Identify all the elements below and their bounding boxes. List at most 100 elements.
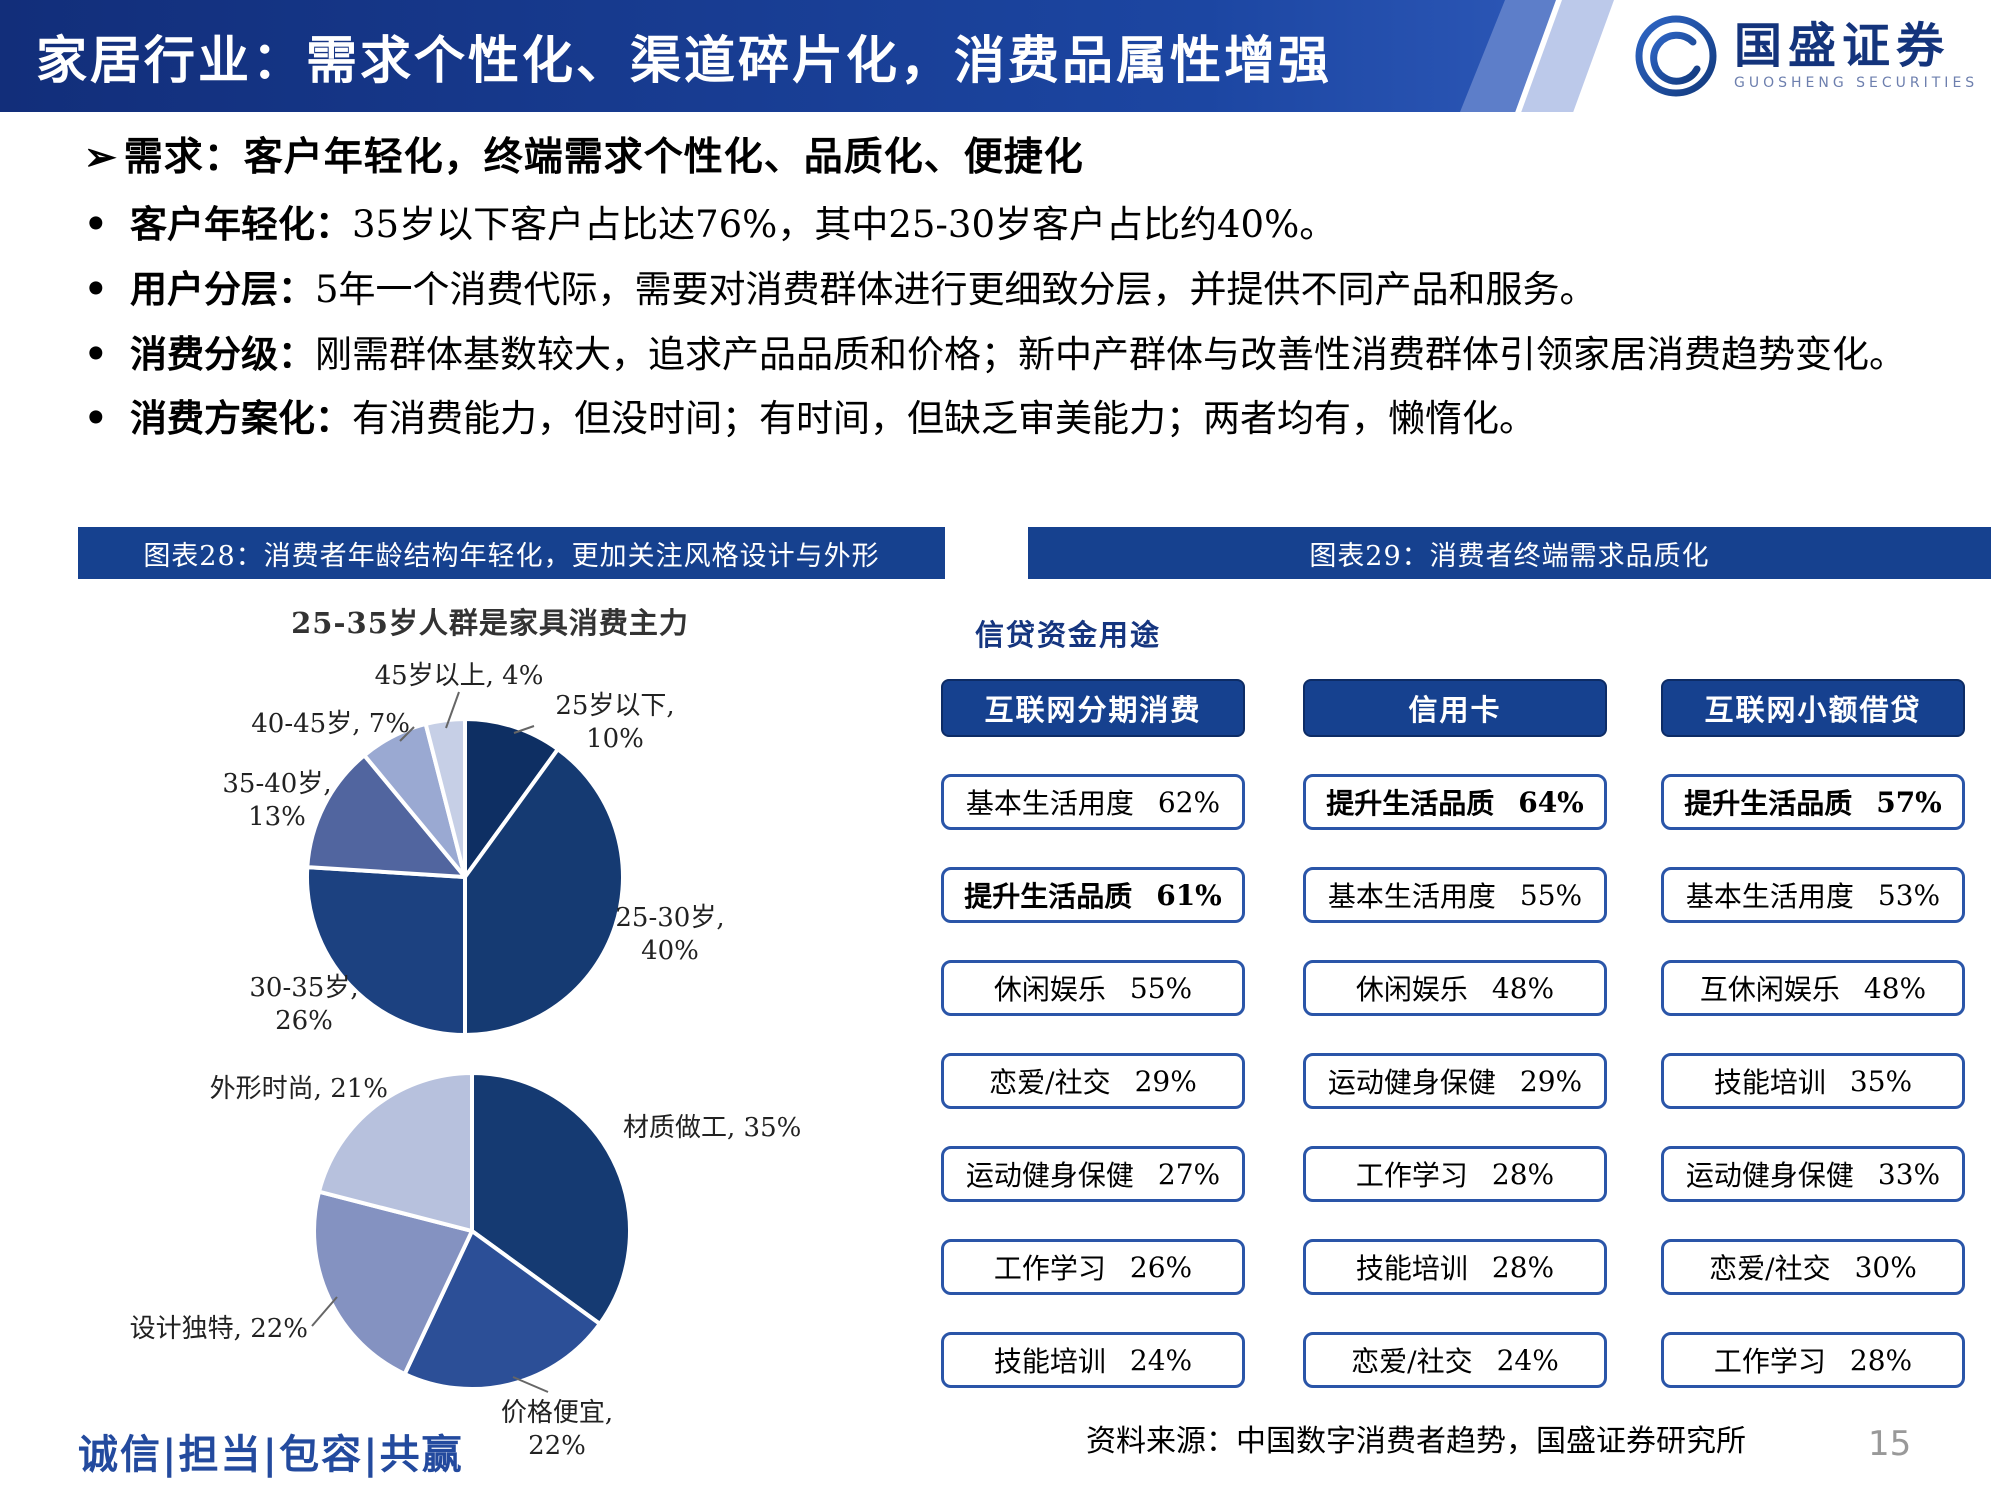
bullet-body: 刚需群体基数较大，追求产品品质和价格；新中产群体与改善性消费群体引领家居消费趋势… (315, 332, 1906, 376)
page-number: 15 (1868, 1424, 1912, 1464)
credit-item-value: 53% (1877, 878, 1941, 912)
pie-slice (304, 865, 467, 1037)
credit-item: 基本生活用度 55% (1303, 867, 1607, 923)
pie-label: 30-35岁, 26% (249, 973, 359, 1036)
credit-item-label: 提升生活品质 (1326, 787, 1495, 820)
credit-item: 工作学习 28% (1303, 1146, 1607, 1202)
summary-lead: ➢ 需求：客户年轻化，终端需求个性化、品质化、便捷化 (84, 126, 1944, 182)
pie-leader-lines (311, 691, 549, 1393)
credit-item-label: 技能培训 (993, 1345, 1106, 1378)
pie-label: 35-40岁, 13% (222, 769, 332, 832)
credit-item-value: 62% (1157, 785, 1221, 819)
credit-item-value: 28% (1491, 1250, 1555, 1284)
credit-item-label: 恋爱/社交 (989, 1066, 1111, 1099)
credit-item: 工作学习 26% (941, 1239, 1245, 1295)
bullet-label: 消费分级： (130, 331, 315, 376)
credit-item: 基本生活用度 53% (1661, 867, 1965, 923)
credit-item-value: 24% (1129, 1343, 1193, 1377)
bullet-text: 用户分层：5年一个消费代际，需要对消费群体进行更细致分层，并提供不同产品和服务。 (130, 265, 1597, 315)
credit-item: 休闲娱乐 55% (941, 960, 1245, 1016)
header-bar (0, 0, 1505, 112)
credit-item: 恋爱/社交 29% (941, 1053, 1245, 1109)
credit-item-value: 48% (1863, 971, 1927, 1005)
credit-item: 提升生活品质 64% (1303, 774, 1607, 830)
pie-label: 40-45岁, 7% (251, 709, 410, 739)
credit-item-value: 61% (1156, 878, 1222, 912)
credit-item-value: 35% (1849, 1064, 1913, 1098)
bullet-label: 用户分层： (130, 266, 315, 311)
bullet-body: 35岁以下客户占比达76%，其中25-30岁客户占比约40%。 (352, 203, 1337, 246)
credit-item: 工作学习 28% (1661, 1332, 1965, 1388)
credit-item-label: 提升生活品质 (1684, 787, 1853, 820)
credit-item-value: 48% (1491, 971, 1555, 1005)
credit-item: 技能培训 35% (1661, 1053, 1965, 1109)
credit-item-label: 技能培训 (1713, 1066, 1826, 1099)
bullet-label: 消费方案化： (130, 396, 352, 441)
bullet-item: • 客户年轻化：35岁以下客户占比达76%，其中25-30岁客户占比约40%。 (84, 200, 1944, 250)
age-pie-chart (304, 717, 625, 1037)
credit-item: 休闲娱乐 48% (1303, 960, 1607, 1016)
credit-item-label: 互休闲娱乐 (1699, 973, 1840, 1006)
credit-item-value: 33% (1877, 1157, 1941, 1191)
credit-item-value: 64% (1518, 785, 1584, 819)
pie-charts-canvas (304, 691, 632, 1393)
credit-column-header: 互联网小额借贷 (1661, 679, 1965, 737)
pie-slice (470, 1071, 632, 1326)
credit-item: 恋爱/社交 30% (1661, 1239, 1965, 1295)
pie-slice (312, 1189, 474, 1376)
figure28-header: 图表28：消费者年龄结构年轻化，更加关注风格设计与外形 (78, 527, 945, 579)
pie-label: 设计独特, 22% (129, 1314, 308, 1344)
credit-item-label: 基本生活用度 (1685, 880, 1854, 913)
bullet-item: • 用户分层：5年一个消费代际，需要对消费群体进行更细致分层，并提供不同产品和服… (84, 265, 1944, 315)
company-motto: 诚信|担当|包容|共赢 (78, 1431, 464, 1478)
pie-label: 25-30岁, 40% (615, 903, 725, 966)
pie-slice (317, 1071, 474, 1233)
guosheng-logo-icon (1635, 15, 1717, 97)
credit-item-label: 基本生活用度 (1327, 880, 1496, 913)
credit-item-value: 28% (1491, 1157, 1555, 1191)
credit-item-label: 恋爱/社交 (1709, 1252, 1831, 1285)
summary-lead-text: 需求：客户年轻化，终端需求个性化、品质化、便捷化 (123, 134, 1084, 180)
bullet-text: 消费方案化：有消费能力，但没时间；有时间，但缺乏审美能力；两者均有，懒惰化。 (130, 394, 1536, 444)
credit-item-value: 55% (1519, 878, 1583, 912)
bullet-item: • 消费分级：刚需群体基数较大，追求产品品质和价格；新中产群体与改善性消费群体引… (84, 330, 1944, 380)
credit-item: 运动健身保健 29% (1303, 1053, 1607, 1109)
bullet-body: 5年一个消费代际，需要对消费群体进行更细致分层，并提供不同产品和服务。 (315, 267, 1597, 311)
pie-label: 25岁以下, 10% (555, 691, 675, 754)
bullet-label: 客户年轻化： (130, 202, 352, 246)
credit-item: 运动健身保健 33% (1661, 1146, 1965, 1202)
dot-bullet-icon: • (84, 266, 108, 311)
credit-item: 互休闲娱乐 48% (1661, 960, 1965, 1016)
credit-item: 提升生活品质 61% (941, 867, 1245, 923)
credit-item: 提升生活品质 57% (1661, 774, 1965, 830)
pie-label: 外形时尚, 21% (209, 1074, 388, 1104)
credit-item-label: 工作学习 (993, 1252, 1106, 1285)
credit-column-header: 信用卡 (1303, 679, 1607, 737)
preference-pie-chart (312, 1071, 632, 1392)
logo-company-name: 国盛证券 (1734, 18, 1951, 75)
pie-label: 材质做工, 35% (623, 1113, 802, 1143)
pie-label: 45岁以上, 4% (374, 661, 544, 691)
credit-item: 恋爱/社交 24% (1303, 1332, 1607, 1388)
pie-label: 价格便宜, 22% (500, 1398, 614, 1461)
bullet-text: 消费分级：刚需群体基数较大，追求产品品质和价格；新中产群体与改善性消费群体引领家… (130, 330, 1906, 380)
credit-item: 技能培训 28% (1303, 1239, 1607, 1295)
credit-column-header: 互联网分期消费 (941, 679, 1245, 737)
credit-item-label: 恋爱/社交 (1351, 1345, 1473, 1378)
company-logo: 国盛证券 GUOSHENG SECURITIES (1632, 12, 1978, 100)
summary-block: ➢ 需求：客户年轻化，终端需求个性化、品质化、便捷化 • 客户年轻化：35岁以下客… (84, 126, 1944, 459)
pie-slice (463, 747, 625, 1037)
credit-item-value: 26% (1129, 1250, 1193, 1284)
credit-column-creditcard: 信用卡提升生活品质 64% 基本生活用度 55% 休闲娱乐 48% 运动健身保健 29% 工作学… (1303, 679, 1607, 1388)
logo-company-subtitle: GUOSHENG SECURITIES (1734, 74, 1979, 91)
pie-slice (305, 753, 467, 879)
data-source: 资料来源：中国数字消费者趋势，国盛证券研究所 (1086, 1424, 1746, 1459)
credit-item-label: 运动健身保健 (1327, 1066, 1496, 1099)
credit-item-value: 57% (1876, 785, 1942, 819)
page-title: 家居行业：需求个性化、渠道碎片化，消费品属性增强 (36, 31, 1333, 91)
credit-item-value: 29% (1134, 1064, 1197, 1098)
credit-item-label: 运动健身保健 (1685, 1159, 1854, 1192)
pie-slice (463, 717, 560, 879)
dot-bullet-icon: • (84, 202, 108, 246)
